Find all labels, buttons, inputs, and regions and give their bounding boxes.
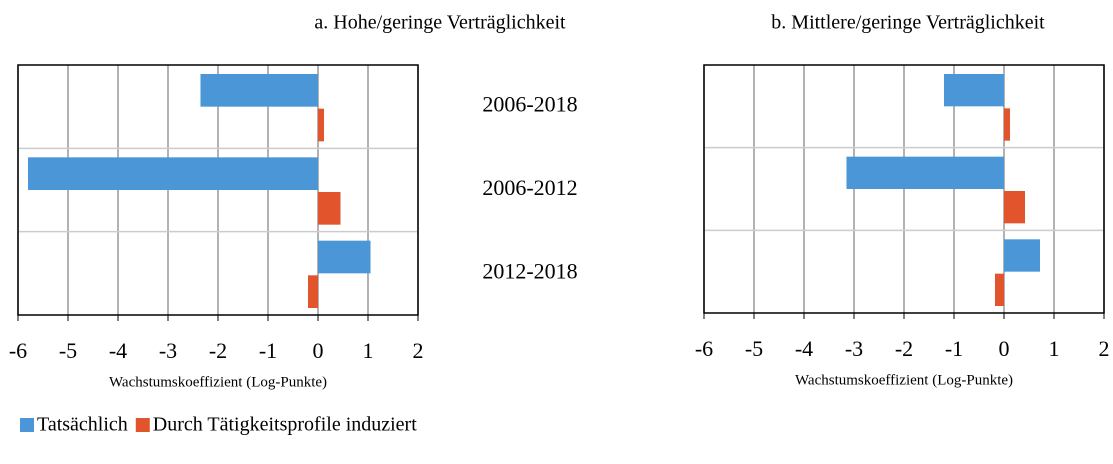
legend-swatch	[135, 418, 150, 432]
legend-swatch	[20, 418, 34, 432]
x-tick-label: 0	[313, 338, 324, 363]
x-tick-label: -4	[109, 338, 127, 363]
x-tick-label: -1	[945, 336, 963, 361]
x-axis-title: Wachstumskoeffizient (Log-Punkte)	[795, 372, 1013, 388]
x-tick-label: -2	[209, 338, 227, 363]
category-label: 2006-2018	[482, 92, 577, 117]
bar	[308, 275, 318, 308]
x-tick-label: -3	[845, 336, 863, 361]
bar	[944, 74, 1004, 107]
bar	[1004, 108, 1010, 141]
bar	[846, 156, 1004, 189]
x-tick-label: -6	[695, 336, 713, 361]
legend-label: Tatsächlich	[37, 414, 128, 436]
chart-title: b. Mittlere/geringe Verträglichkeit	[771, 12, 1045, 34]
x-tick-label: 2	[413, 338, 424, 363]
x-tick-label: -1	[259, 338, 277, 363]
bar	[1004, 191, 1025, 224]
x-tick-label: -3	[159, 338, 177, 363]
x-tick-label: -5	[59, 338, 77, 363]
bar	[318, 192, 341, 225]
x-tick-label: 0	[999, 336, 1010, 361]
category-label: 2012-2018	[482, 258, 577, 283]
bar	[995, 273, 1004, 306]
legend-label: Durch Tätigkeitsprofile induziert	[153, 414, 417, 436]
x-tick-label: 1	[1049, 336, 1060, 361]
x-axis-title: Wachstumskoeffizient (Log-Punkte)	[109, 374, 327, 390]
chart-title: a. Hohe/geringe Verträglichkeit	[314, 12, 566, 34]
x-tick-label: 1	[363, 338, 374, 363]
x-tick-label: 2	[1099, 336, 1110, 361]
category-label: 2006-2012	[482, 175, 577, 200]
x-tick-label: -4	[795, 336, 813, 361]
x-tick-label: -6	[9, 338, 27, 363]
bar	[318, 240, 371, 274]
bar	[200, 74, 318, 107]
bar	[318, 108, 324, 142]
bar	[1004, 239, 1040, 272]
x-tick-label: -2	[895, 336, 913, 361]
x-tick-label: -5	[745, 336, 763, 361]
bar	[28, 157, 318, 190]
